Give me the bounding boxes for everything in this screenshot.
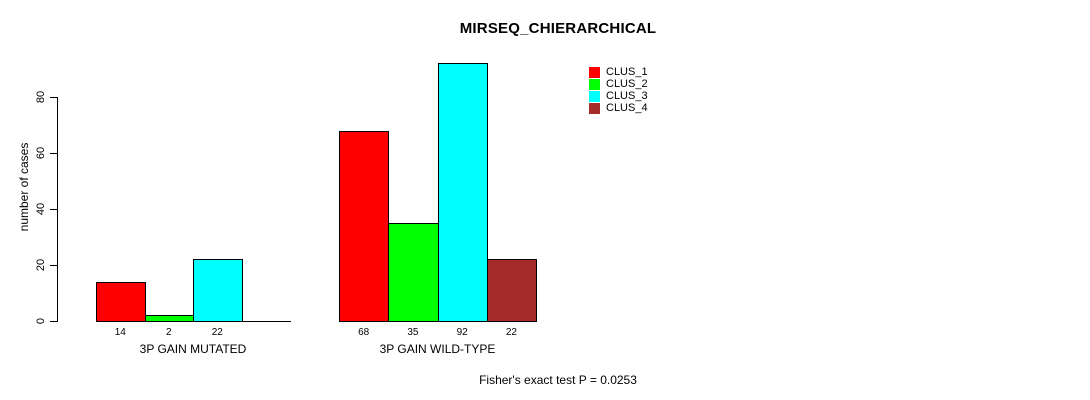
legend-swatch <box>589 102 600 114</box>
bar-value-label: 68 <box>358 327 370 338</box>
legend-row: CLUS_4 <box>589 102 648 114</box>
y-axis-tick-label: 0 <box>35 317 47 325</box>
bar-clus_2 <box>388 223 439 322</box>
fisher-test-annotation: Fisher's exact test P = 0.0253 <box>479 373 637 387</box>
group-label: 3P GAIN MUTATED <box>139 342 247 356</box>
bar-value-label: 22 <box>505 327 517 338</box>
bar-clus_4 <box>486 259 537 322</box>
legend-swatch <box>589 66 600 78</box>
legend-label: CLUS_2 <box>606 78 648 90</box>
y-axis-tick <box>50 209 57 210</box>
bar-value-label: 22 <box>211 327 223 338</box>
y-axis-label: number of cases <box>17 142 31 232</box>
legend-label: CLUS_1 <box>606 66 648 78</box>
legend-row: CLUS_3 <box>589 90 648 102</box>
bar-value-label: 14 <box>114 327 126 338</box>
y-axis-tick-label: 60 <box>35 146 47 160</box>
legend-label: CLUS_4 <box>606 102 648 114</box>
legend: CLUS_1 CLUS_2 CLUS_3 CLUS_4 <box>589 66 648 114</box>
group-label: 3P GAIN WILD-TYPE <box>379 342 496 356</box>
y-axis-tick <box>50 265 57 266</box>
bar-clus_1 <box>339 131 390 322</box>
y-axis-tick-label: 20 <box>35 258 47 272</box>
chart-title: MIRSEQ_CHIERARCHICAL <box>459 20 657 37</box>
y-axis-line <box>57 97 58 322</box>
bar-clus_2 <box>144 315 194 322</box>
bar-value-label: 2 <box>165 327 172 338</box>
y-axis-tick <box>50 97 57 98</box>
y-axis-tick <box>50 153 57 154</box>
y-axis-tick-label: 80 <box>35 90 47 104</box>
bar-value-label: 92 <box>456 327 468 338</box>
bar-clus_3 <box>193 259 243 322</box>
legend-row: CLUS_1 <box>589 66 648 78</box>
legend-swatch <box>589 90 600 102</box>
bar-value-label: 35 <box>407 327 419 338</box>
legend-swatch <box>589 78 600 90</box>
legend-row: CLUS_2 <box>589 78 648 90</box>
y-axis-tick-label: 40 <box>35 202 47 216</box>
legend-label: CLUS_3 <box>606 90 648 102</box>
y-axis-tick <box>50 321 57 322</box>
bar-clus_1 <box>96 282 146 322</box>
bar-clus_3 <box>437 63 488 322</box>
